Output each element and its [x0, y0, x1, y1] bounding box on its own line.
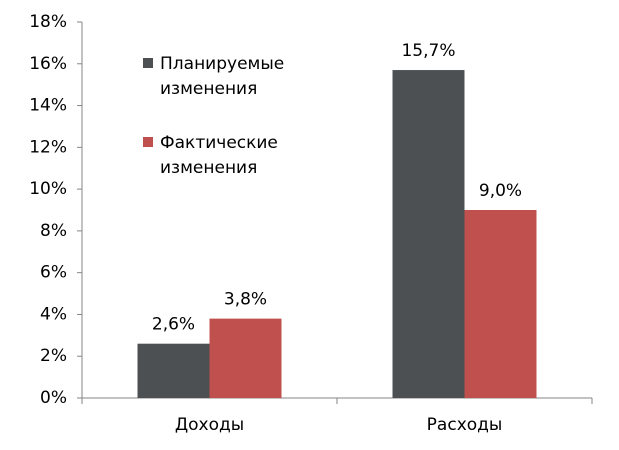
- y-tick-label: 10%: [29, 179, 67, 199]
- value-label: 9,0%: [479, 181, 522, 201]
- bar: [209, 318, 282, 398]
- value-label: 3,8%: [224, 290, 267, 310]
- legend-swatch: [143, 58, 153, 68]
- legend-swatch: [143, 137, 153, 147]
- x-tick-label: Доходы: [175, 415, 244, 435]
- bar: [137, 343, 210, 398]
- y-tick-label: 12%: [29, 137, 67, 157]
- value-label: 15,7%: [401, 41, 455, 61]
- bar: [464, 210, 537, 398]
- y-tick-label: 18%: [29, 12, 67, 32]
- y-tick-label: 6%: [40, 263, 67, 283]
- legend-label: Фактические изменения: [160, 133, 278, 178]
- bar: [392, 70, 465, 399]
- legend-label: Планируемые изменения: [160, 54, 285, 99]
- y-tick-label: 14%: [29, 96, 67, 116]
- value-label: 2,6%: [152, 315, 195, 335]
- x-tick-label: Расходы: [427, 415, 503, 435]
- y-tick-label: 2%: [40, 346, 67, 366]
- y-tick-label: 8%: [40, 221, 67, 241]
- y-tick-label: 16%: [29, 54, 67, 74]
- y-tick-label: 4%: [40, 304, 67, 324]
- y-tick-label: 0%: [40, 388, 67, 408]
